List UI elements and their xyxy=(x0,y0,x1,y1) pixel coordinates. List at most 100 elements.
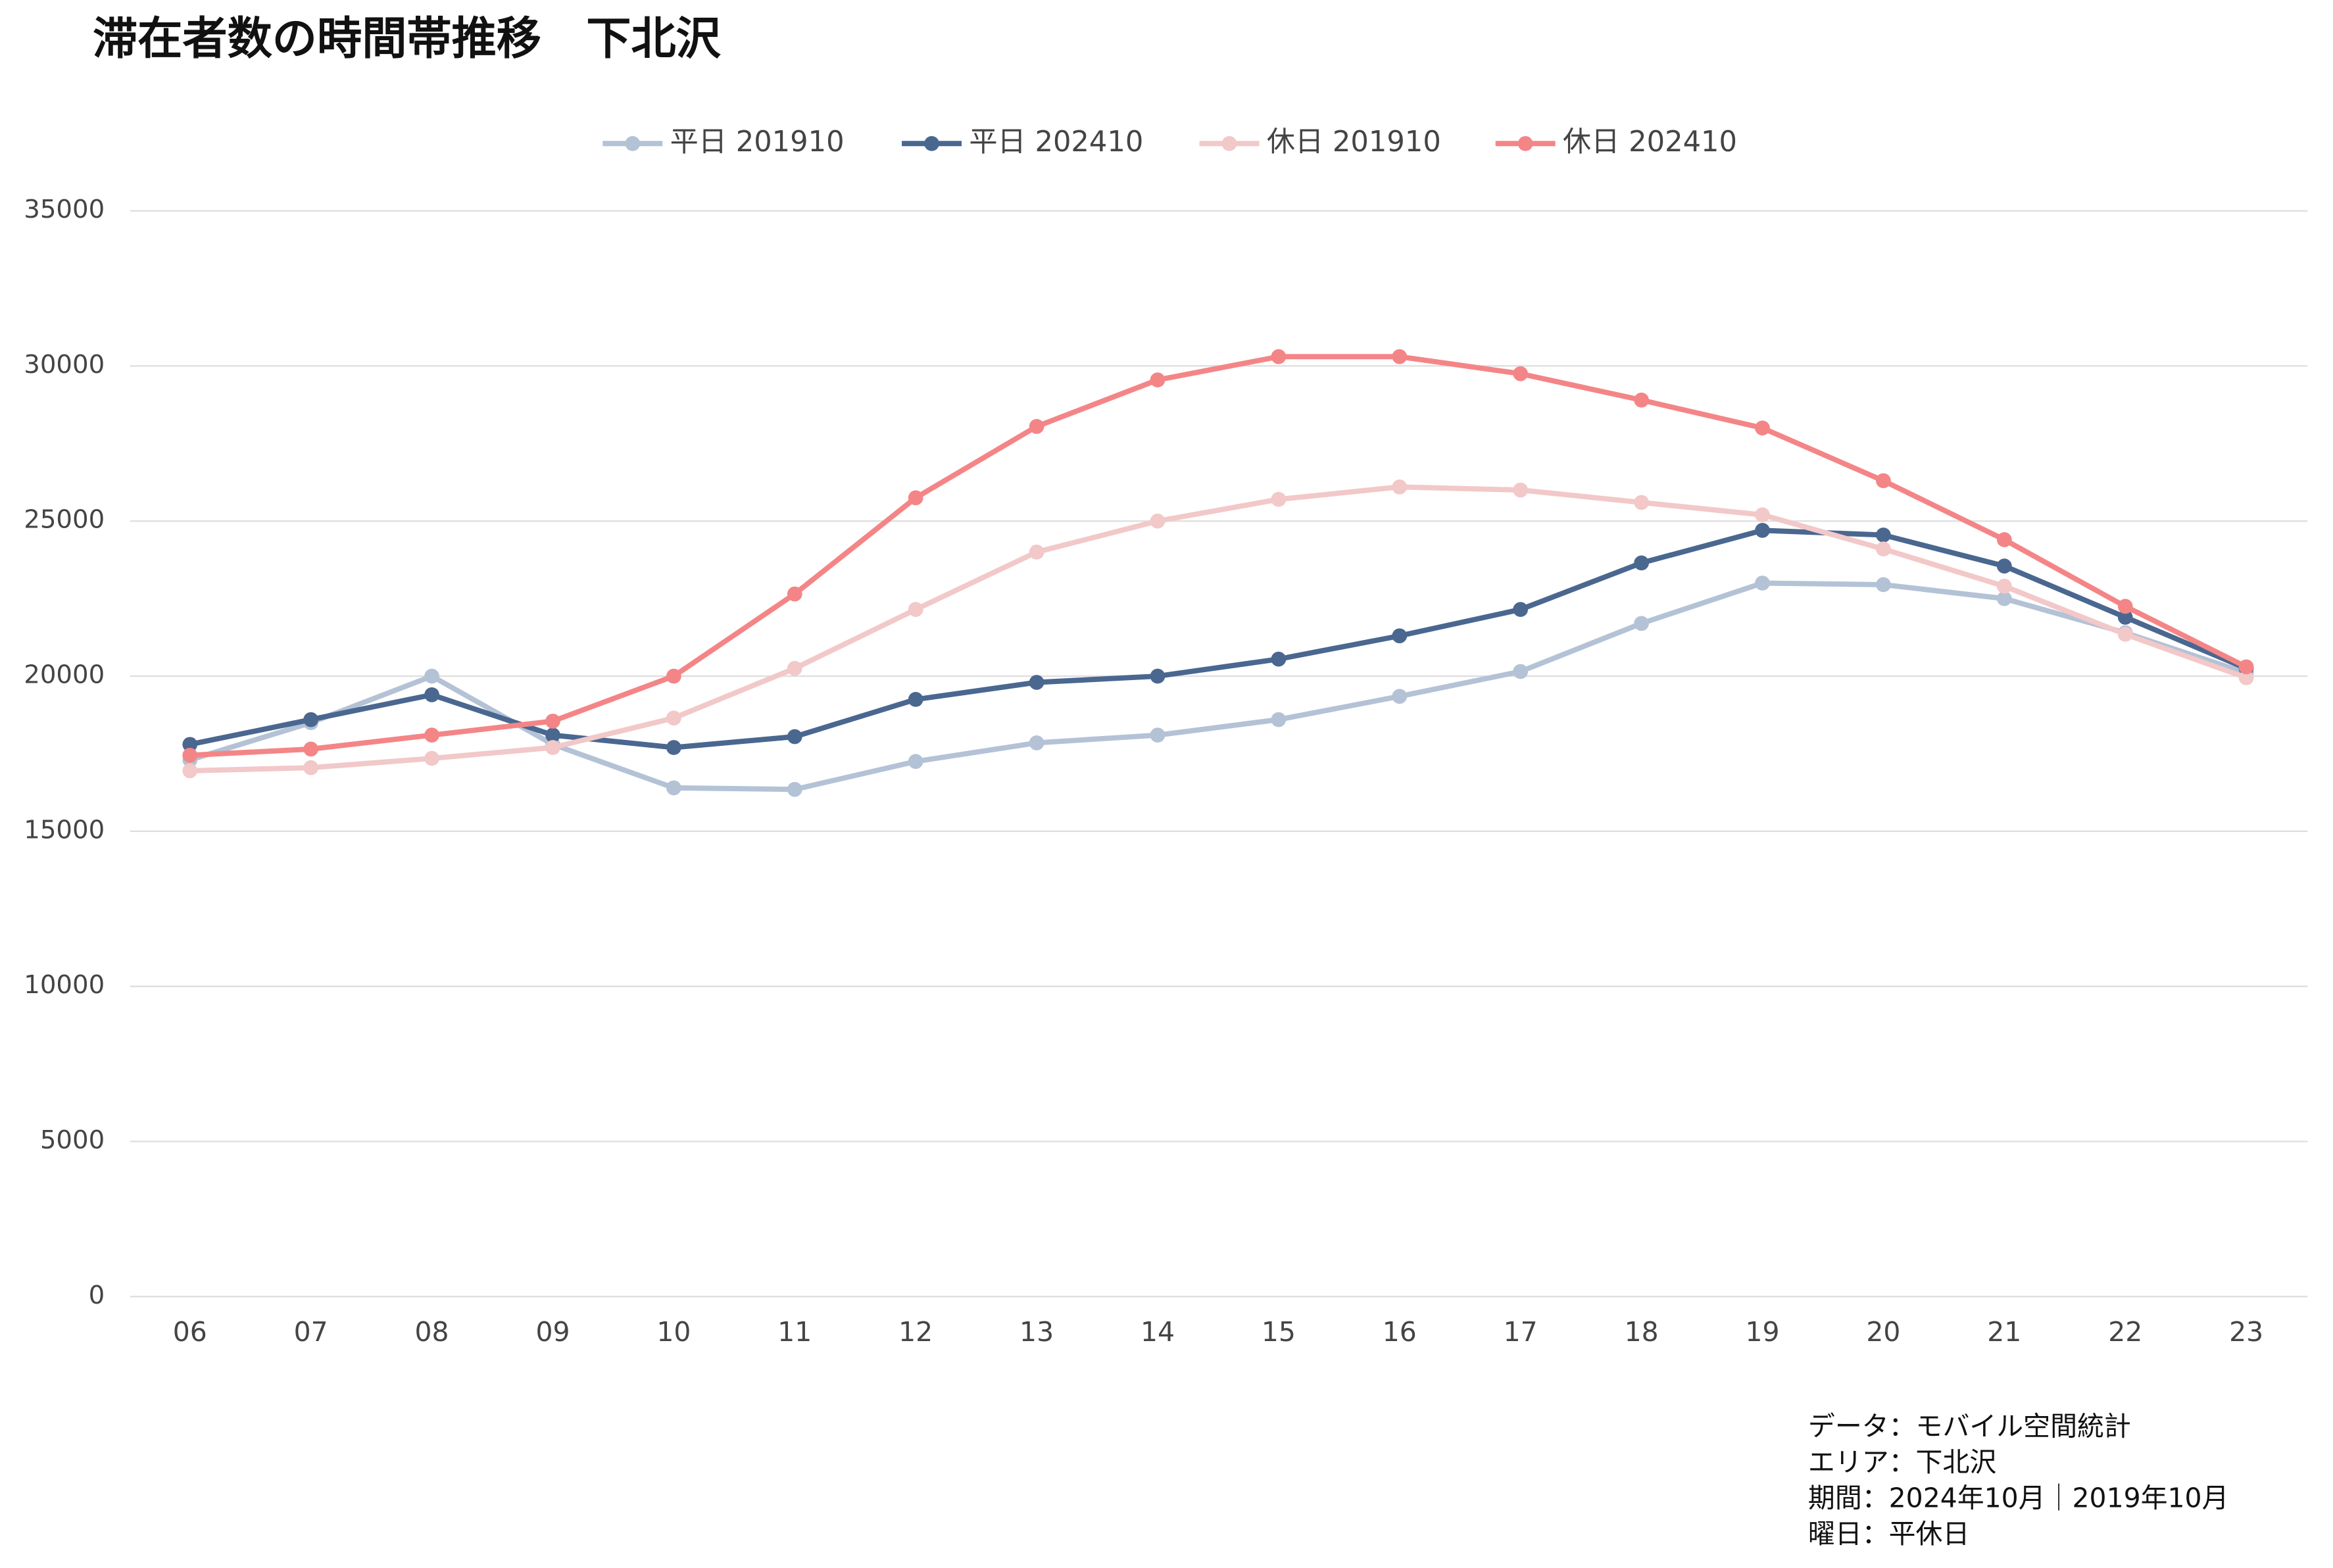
point xyxy=(2117,599,2133,614)
series-line xyxy=(189,354,2247,758)
legend-marker xyxy=(1221,135,1237,151)
point xyxy=(1513,366,1529,381)
point xyxy=(424,687,439,702)
note: エリア：下北沢 xyxy=(1808,1446,1996,1478)
point xyxy=(1392,628,1408,644)
point xyxy=(1634,392,1649,408)
point xyxy=(182,737,198,752)
x-tick-label: 06 xyxy=(173,1316,207,1348)
x-tick-label: 20 xyxy=(1866,1316,1900,1348)
point xyxy=(666,740,681,755)
point xyxy=(908,692,923,707)
x-tick-label: 17 xyxy=(1504,1316,1538,1348)
note: 曜日：平休日 xyxy=(1808,1518,1969,1550)
point xyxy=(787,586,802,602)
point xyxy=(908,602,923,618)
point xyxy=(1755,576,1770,591)
point xyxy=(2238,659,2254,675)
point xyxy=(787,660,802,676)
point xyxy=(1392,349,1408,364)
x-tick-label: 15 xyxy=(1262,1316,1296,1348)
point xyxy=(182,763,198,779)
y-tick-label: 15000 xyxy=(24,815,105,845)
point xyxy=(1876,527,1891,543)
point xyxy=(545,727,560,743)
y-tick-label: 0 xyxy=(89,1281,105,1310)
point xyxy=(1271,712,1287,727)
legend-marker xyxy=(1517,135,1533,151)
x-tick-label: 11 xyxy=(777,1316,812,1348)
point xyxy=(545,714,560,729)
point xyxy=(1029,735,1044,750)
x-tick-label: 09 xyxy=(535,1316,570,1348)
point xyxy=(424,727,439,743)
point xyxy=(1996,558,2012,574)
point xyxy=(1876,541,1891,557)
legend-marker xyxy=(924,135,939,151)
x-tick-label: 16 xyxy=(1383,1316,1417,1348)
legend-label: 平日 202410 xyxy=(969,126,1143,159)
point xyxy=(1029,675,1044,690)
y-tick-label: 10000 xyxy=(24,970,105,1000)
point xyxy=(1029,419,1044,434)
point xyxy=(1029,545,1044,560)
x-tick-label: 08 xyxy=(415,1316,449,1348)
series-line xyxy=(189,527,2247,750)
point xyxy=(787,781,802,797)
y-tick-label: 25000 xyxy=(24,505,105,535)
y-tick-label: 20000 xyxy=(24,660,105,690)
point xyxy=(545,740,560,755)
x-tick-label: 10 xyxy=(656,1316,691,1348)
point xyxy=(1150,668,1166,684)
point xyxy=(1271,491,1287,507)
series-line xyxy=(189,484,2247,773)
point xyxy=(1634,555,1649,571)
point xyxy=(1271,651,1287,667)
point xyxy=(1392,689,1408,704)
point xyxy=(1150,513,1166,529)
legend-marker xyxy=(625,135,641,151)
note: 期間：2024年10月｜2019年10月 xyxy=(1808,1482,2229,1514)
point xyxy=(1755,523,1770,538)
point xyxy=(666,710,681,726)
point xyxy=(1150,727,1166,743)
point xyxy=(787,729,802,745)
x-tick-label: 12 xyxy=(898,1316,933,1348)
chart-title: 滞在者数の時間帯推移 下北沢 xyxy=(93,13,722,65)
point xyxy=(1392,479,1408,495)
point xyxy=(908,754,923,770)
legend-label: 休日 201910 xyxy=(1267,126,1441,159)
x-tick-label: 13 xyxy=(1019,1316,1054,1348)
note: データ：モバイル空間統計 xyxy=(1808,1410,2131,1442)
point xyxy=(908,490,923,506)
point xyxy=(1996,591,2012,606)
x-tick-label: 07 xyxy=(294,1316,328,1348)
y-tick-label: 30000 xyxy=(24,350,105,380)
point xyxy=(2117,610,2133,625)
point xyxy=(2117,627,2133,642)
point xyxy=(666,780,681,796)
point xyxy=(303,760,319,775)
series-line xyxy=(189,580,2247,793)
point xyxy=(1513,602,1529,618)
point xyxy=(1876,577,1891,593)
point xyxy=(1513,482,1529,498)
point xyxy=(2238,670,2254,685)
point xyxy=(1755,420,1770,436)
x-tick-label: 21 xyxy=(1987,1316,2021,1348)
point xyxy=(1150,372,1166,388)
point xyxy=(1634,616,1649,631)
x-tick-label: 18 xyxy=(1625,1316,1659,1348)
x-tick-label: 22 xyxy=(2108,1316,2142,1348)
x-tick-label: 19 xyxy=(1745,1316,1779,1348)
point xyxy=(1634,495,1649,510)
point xyxy=(1996,532,2012,547)
y-tick-label: 35000 xyxy=(24,195,105,224)
x-tick-label: 14 xyxy=(1141,1316,1175,1348)
point xyxy=(424,750,439,766)
point xyxy=(182,747,198,763)
point xyxy=(303,712,319,727)
point xyxy=(1996,578,2012,594)
point xyxy=(424,668,439,684)
